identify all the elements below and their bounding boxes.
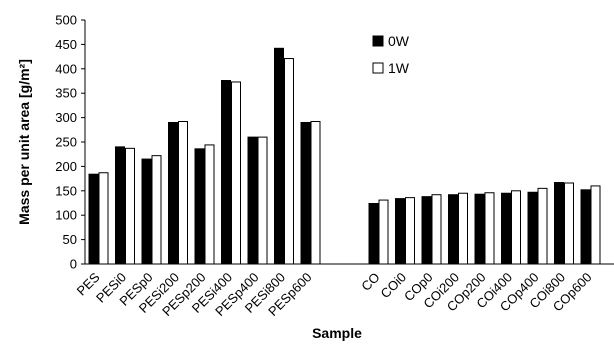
y-tick-label: 0 xyxy=(70,257,77,272)
bars xyxy=(88,47,601,265)
bar-0W-COp0 xyxy=(421,196,432,265)
bar-1W-CO xyxy=(378,199,389,265)
legend-label: 0W xyxy=(388,33,410,49)
y-tick-label: 150 xyxy=(55,183,77,198)
bar-1W-PESp400 xyxy=(257,136,268,265)
bar-1W-COi200 xyxy=(458,192,468,265)
legend-swatch-1W xyxy=(372,62,384,74)
legend: 0W 1W xyxy=(372,33,410,76)
x-axis-title: Sample xyxy=(312,325,362,341)
bar-1W-PESp600 xyxy=(310,121,321,265)
y-tick-label: 350 xyxy=(55,86,77,101)
y-axis: 0 50 100 150 200 250 300 350 400 450 500 xyxy=(55,13,86,272)
legend-swatch-0W xyxy=(372,35,384,47)
bar-0W-CO xyxy=(368,202,379,265)
bar-1W-COp200 xyxy=(484,192,495,265)
bar-1W-PESi400 xyxy=(231,81,241,265)
y-tick-label: 500 xyxy=(55,13,77,28)
y-tick-label: 300 xyxy=(55,110,77,125)
bar-1W-COi800 xyxy=(564,182,574,265)
bar-1W-COp400 xyxy=(537,187,548,265)
legend-label: 1W xyxy=(388,60,410,76)
bar-0W-PESi200 xyxy=(168,121,178,265)
bar-1W-PES xyxy=(98,172,109,265)
bar-0W-COp200 xyxy=(474,193,485,265)
bar-0W-COi800 xyxy=(554,182,564,265)
bar-0W-PESi800 xyxy=(274,47,284,265)
category-labels: PESPESi0PESp0PESi200PESp200PESi400PESp40… xyxy=(74,269,595,319)
bar-0W-COi400 xyxy=(501,192,511,265)
bar-1W-PESi200 xyxy=(178,121,188,265)
y-tick-label: 50 xyxy=(63,232,77,247)
bar-0W-COp400 xyxy=(527,191,538,265)
bar-0W-PESp200 xyxy=(194,148,205,265)
bar-0W-COp600 xyxy=(580,189,591,265)
y-tick-label: 200 xyxy=(55,159,77,174)
bar-1W-COp0 xyxy=(431,194,442,265)
bar-0W-PESp600 xyxy=(300,121,311,265)
bar-0W-PESp400 xyxy=(247,136,258,265)
bar-1W-PESp0 xyxy=(151,155,162,265)
bar-1W-PESp200 xyxy=(204,144,215,265)
bar-0W-COi0 xyxy=(395,198,405,265)
bar-0W-PES xyxy=(88,173,99,265)
y-tick-label: 400 xyxy=(55,61,77,76)
bar-1W-COp600 xyxy=(590,185,601,265)
y-axis-title: Mass per unit area [g/m²] xyxy=(16,59,32,225)
bar-0W-PESp0 xyxy=(141,158,152,265)
bar-0W-PESi0 xyxy=(115,146,125,265)
bar-1W-PESi0 xyxy=(125,147,135,265)
bar-0W-PESi400 xyxy=(221,80,231,265)
bar-1W-PESi800 xyxy=(284,58,294,265)
bar-1W-COi0 xyxy=(405,197,415,265)
y-tick-label: 100 xyxy=(55,208,77,223)
bar-0W-COi200 xyxy=(448,194,458,265)
y-tick-label: 450 xyxy=(55,37,77,52)
bar-1W-COi400 xyxy=(511,190,521,265)
y-tick-label: 250 xyxy=(55,135,77,150)
